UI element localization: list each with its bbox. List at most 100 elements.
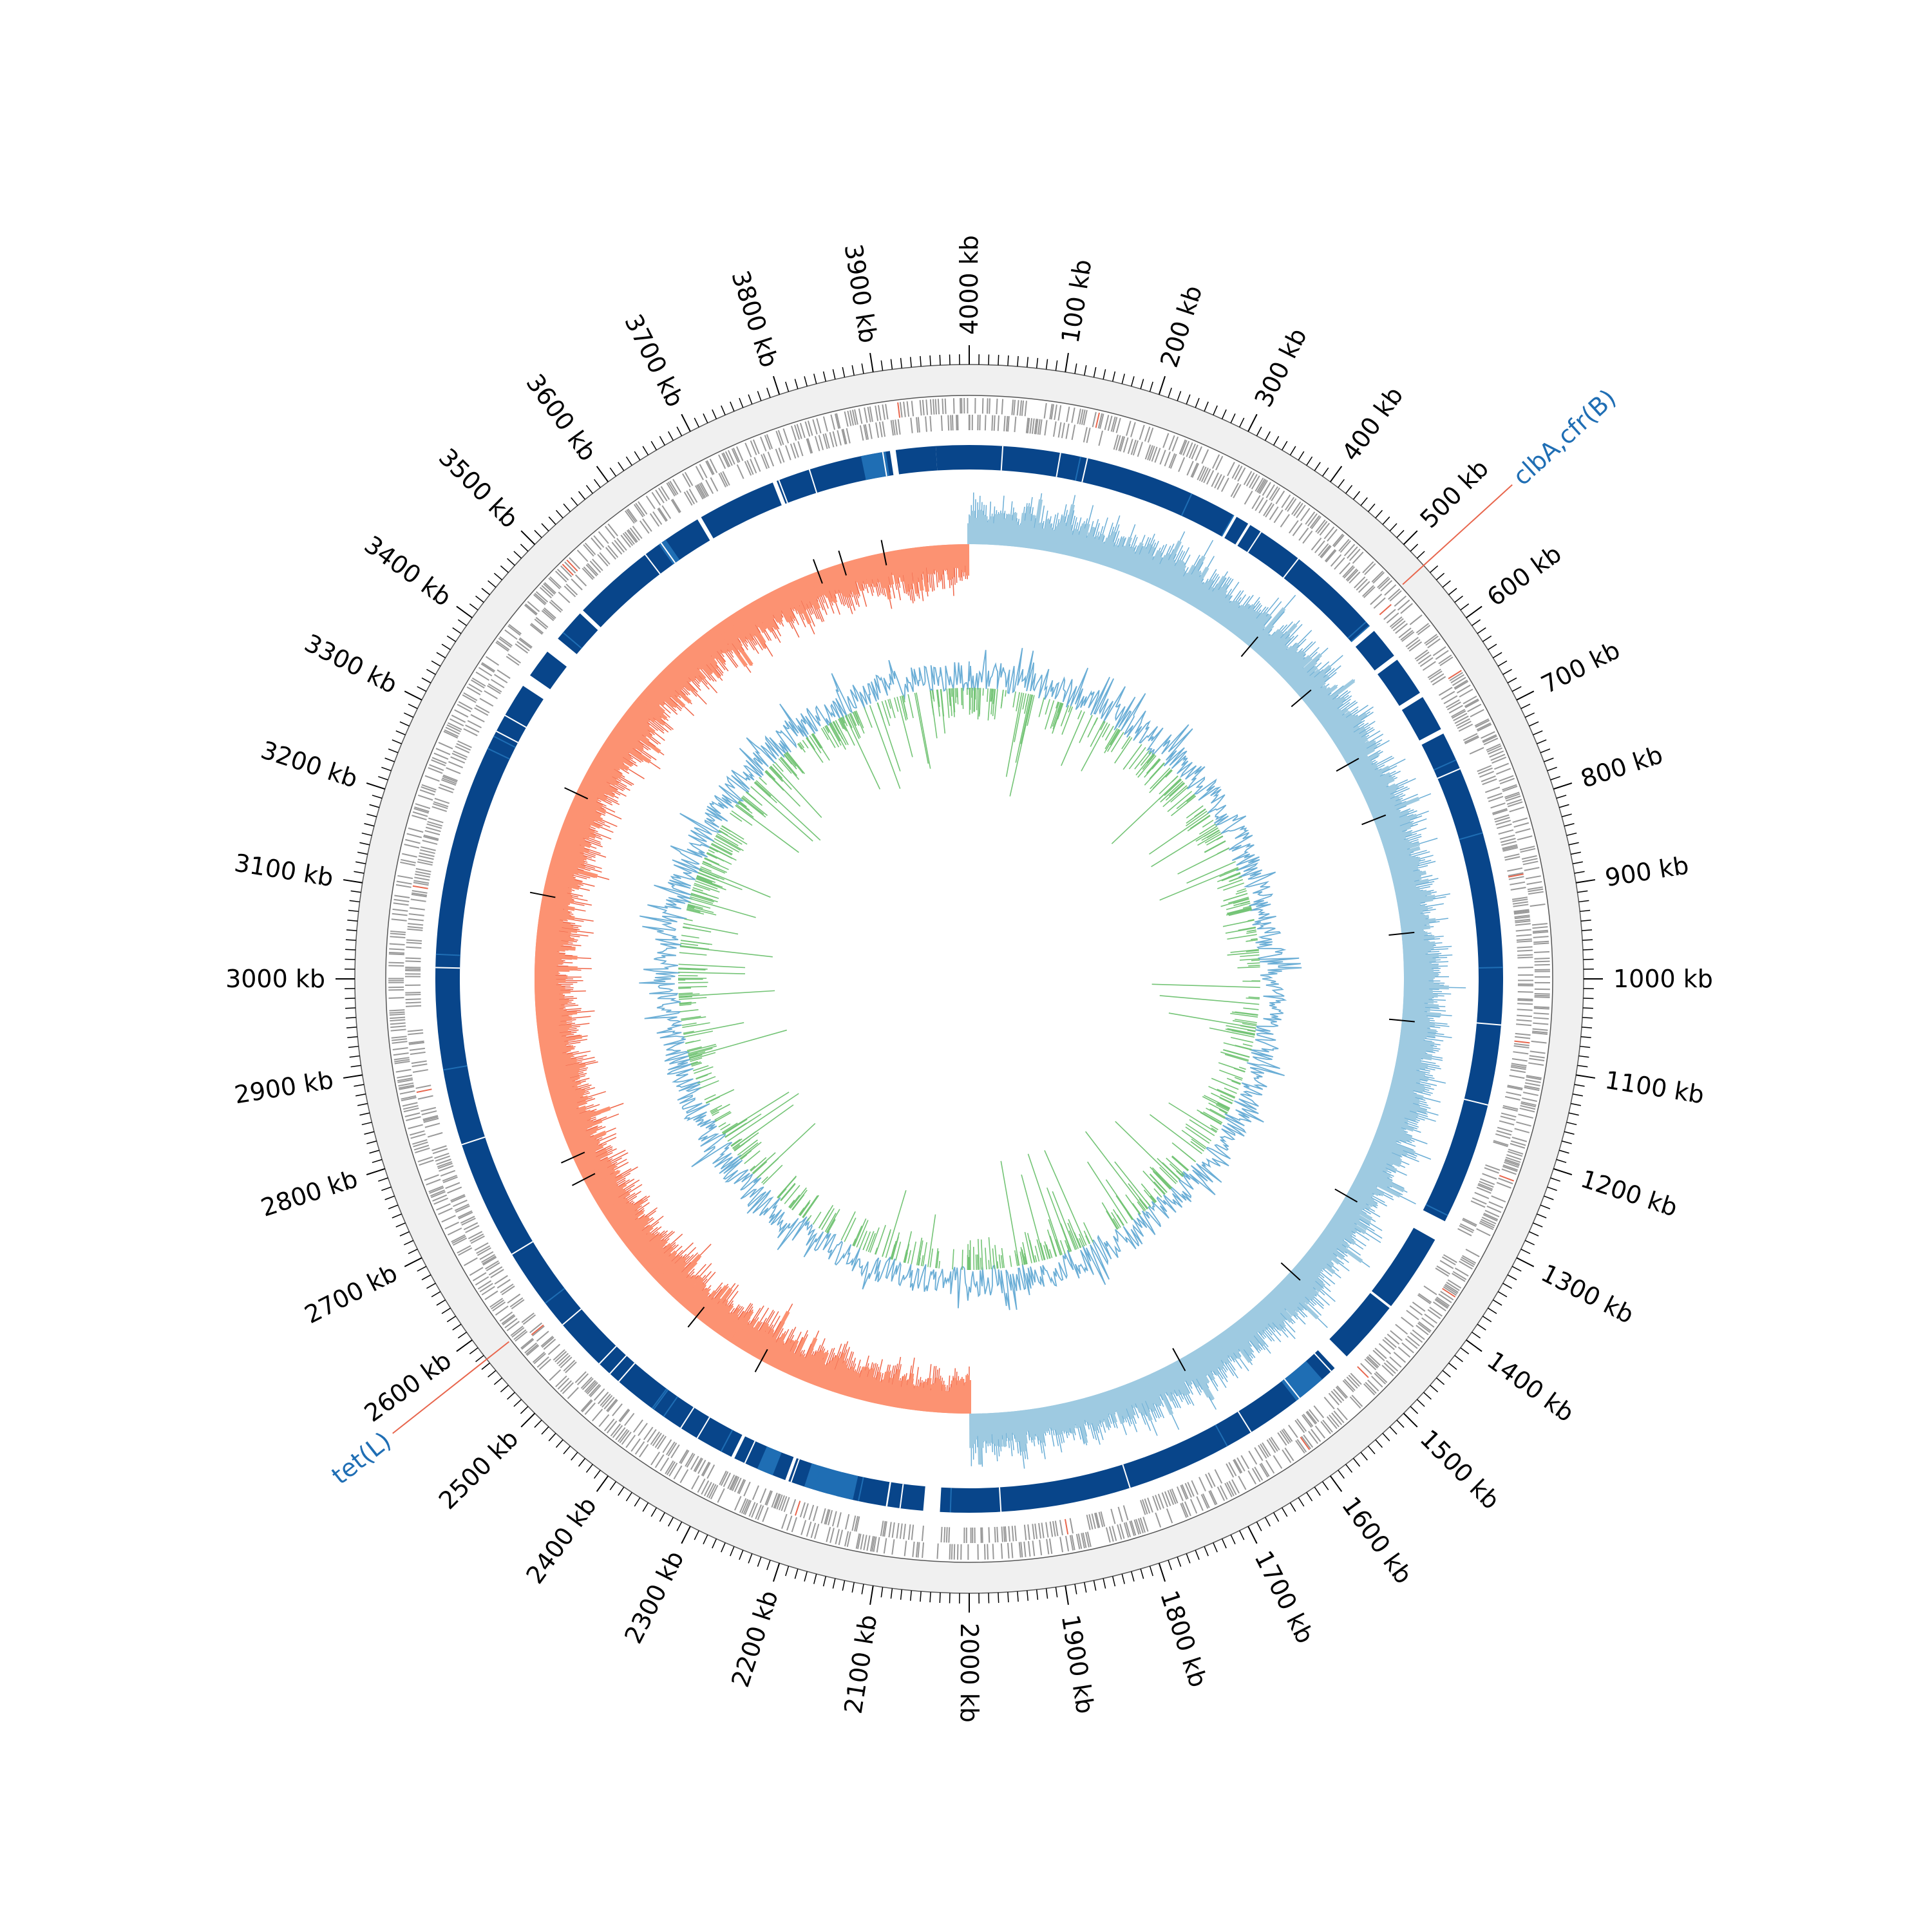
- gc-skew-spike: [748, 1306, 753, 1313]
- gc-skew-spike: [1401, 793, 1418, 802]
- gc-skew-spike: [579, 1067, 589, 1070]
- gc-skew-spike: [609, 784, 618, 791]
- cds-feature: [1303, 1414, 1314, 1427]
- cds-feature: [441, 1215, 456, 1223]
- cds-feature: [1517, 1003, 1533, 1005]
- cds-feature: [599, 552, 611, 565]
- gc-skew-spike: [1433, 1050, 1439, 1052]
- cds-feature: [647, 1429, 657, 1443]
- cds-feature: [1329, 1414, 1340, 1428]
- cds-feature: [996, 1526, 999, 1542]
- gc-skew-spike: [1416, 1117, 1425, 1121]
- gc-skew-fill: [1398, 906, 1428, 915]
- gc-skew-spike: [1050, 1427, 1055, 1447]
- cds-feature: [1001, 1526, 1003, 1542]
- gc-skew-spike: [610, 1103, 624, 1109]
- gc-skew-fill: [1387, 855, 1412, 866]
- gc-skew-spike: [1064, 509, 1068, 523]
- cds-feature: [1343, 544, 1356, 556]
- cds-feature: [574, 574, 587, 587]
- minor-tick: [452, 627, 462, 634]
- cds-feature: [746, 460, 754, 475]
- gc-skew-spike: [611, 1152, 629, 1162]
- gc-skew-spike: [802, 1349, 806, 1355]
- gc-skew-spike: [1392, 775, 1396, 778]
- gc-skew-fill: [1401, 1021, 1430, 1029]
- gc-skew-spike: [1018, 1441, 1021, 1456]
- cds-feature: [989, 398, 991, 414]
- gc-skew-spike: [1372, 1195, 1385, 1203]
- cds-feature: [1268, 1437, 1278, 1452]
- minor-tick: [1477, 1323, 1486, 1331]
- minor-tick: [804, 1571, 808, 1582]
- cds-feature: [1370, 593, 1383, 605]
- gc-skew-fill: [1064, 1402, 1075, 1434]
- cds-feature: [1301, 1435, 1312, 1450]
- cds-feature: [818, 435, 824, 451]
- gc-skew-fill: [1043, 523, 1052, 551]
- cds-feature: [428, 817, 444, 824]
- cds-feature: [1504, 1160, 1520, 1167]
- cds-feature: [1398, 627, 1412, 638]
- cds-feature: [1119, 436, 1126, 452]
- gc-skew-fill: [1004, 514, 1011, 546]
- cds-feature: [1443, 1286, 1457, 1296]
- gc-skew-fill: [1111, 537, 1126, 569]
- gc-skew-fill: [1077, 1399, 1087, 1421]
- cds-feature: [1509, 806, 1524, 813]
- gc-skew-spike: [715, 664, 724, 674]
- gc-skew-fill: [1033, 524, 1041, 550]
- cds-feature: [686, 490, 696, 505]
- gc-skew-spike: [1090, 520, 1094, 533]
- gc-skew-fill: [1293, 1266, 1321, 1293]
- cds-feature: [1479, 1180, 1494, 1188]
- minor-tick: [347, 1036, 358, 1039]
- cds-feature: [1488, 795, 1504, 802]
- gc-skew-spike: [773, 618, 780, 630]
- minor-tick: [1580, 909, 1591, 913]
- gc-skew-fill: [1105, 545, 1116, 567]
- blast-hit-break: [618, 1363, 636, 1382]
- cds-feature: [592, 1408, 603, 1422]
- cds-feature: [415, 873, 430, 878]
- cds-feature: [432, 1148, 448, 1155]
- minor-tick: [384, 757, 395, 762]
- cds-feature: [401, 853, 417, 858]
- tick-label: 3300 kb: [300, 629, 402, 699]
- gc-skew-spike: [1141, 535, 1146, 544]
- gc-skew-spike: [577, 868, 584, 871]
- cds-feature: [635, 502, 645, 516]
- cds-feature: [437, 1162, 453, 1170]
- cds-feature: [605, 547, 616, 560]
- gc-skew-spike: [1034, 518, 1037, 528]
- cds-feature: [1129, 1520, 1135, 1537]
- cds-feature: [764, 435, 772, 450]
- major-tick: [343, 1074, 363, 1079]
- gc-skew-fill: [1202, 589, 1220, 614]
- gc-inner-spike: [1211, 1077, 1239, 1090]
- cds-feature: [1077, 1533, 1083, 1549]
- gc-skew-dark-mark: [754, 1349, 768, 1372]
- gc-skew-spike: [1126, 1417, 1131, 1426]
- gc-skew-spike: [564, 996, 574, 998]
- cds-feature: [507, 1293, 521, 1304]
- cds-feature: [1444, 1283, 1459, 1293]
- gc-skew-fill: [1361, 777, 1395, 796]
- gc-skew-spike: [1265, 1330, 1275, 1341]
- cds-feature: [1212, 454, 1220, 469]
- gc-skew-spike: [1023, 506, 1025, 513]
- gc-skew-fill: [1369, 799, 1397, 814]
- gc-skew-fill: [1333, 1213, 1356, 1230]
- gc-skew-spike: [1376, 757, 1394, 767]
- gc-skew-spike: [1406, 829, 1413, 833]
- cds-feature: [1366, 1357, 1378, 1369]
- cds-feature: [476, 1245, 491, 1255]
- minor-tick: [364, 1131, 375, 1135]
- minor-tick: [730, 401, 735, 412]
- gc-skew-spike: [1409, 1110, 1428, 1117]
- gc-skew-fill: [1204, 1343, 1224, 1370]
- gc-skew-spike: [1412, 1103, 1431, 1109]
- gc-skew-spike: [1253, 597, 1260, 605]
- gc-skew-spike: [1139, 545, 1144, 555]
- gc-skew-fill: [1195, 1348, 1213, 1372]
